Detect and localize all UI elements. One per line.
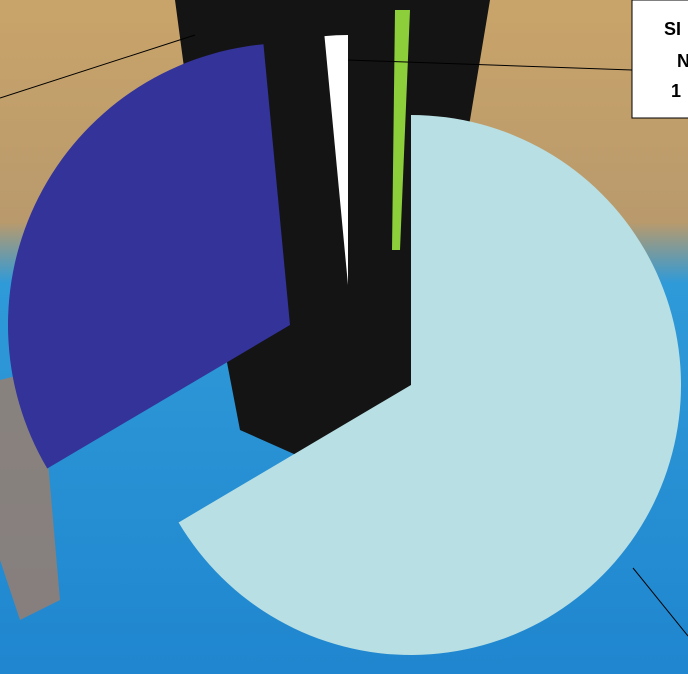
label-text: 1: [671, 81, 681, 101]
pie-slice: [7, 44, 290, 469]
leader-line: [0, 34, 196, 99]
leader-line: [347, 59, 633, 71]
pie-slice: [324, 35, 348, 285]
leader-line: [632, 567, 688, 637]
pie: [7, 35, 681, 656]
pie-slice: [178, 115, 681, 656]
label-box: [631, 0, 688, 119]
label-text: SI: [664, 19, 681, 39]
background-stripe: [392, 10, 410, 250]
label-text: N: [677, 51, 688, 71]
